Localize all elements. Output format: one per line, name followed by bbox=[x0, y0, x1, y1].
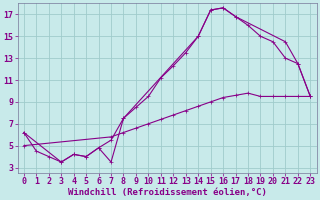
X-axis label: Windchill (Refroidissement éolien,°C): Windchill (Refroidissement éolien,°C) bbox=[68, 188, 267, 197]
